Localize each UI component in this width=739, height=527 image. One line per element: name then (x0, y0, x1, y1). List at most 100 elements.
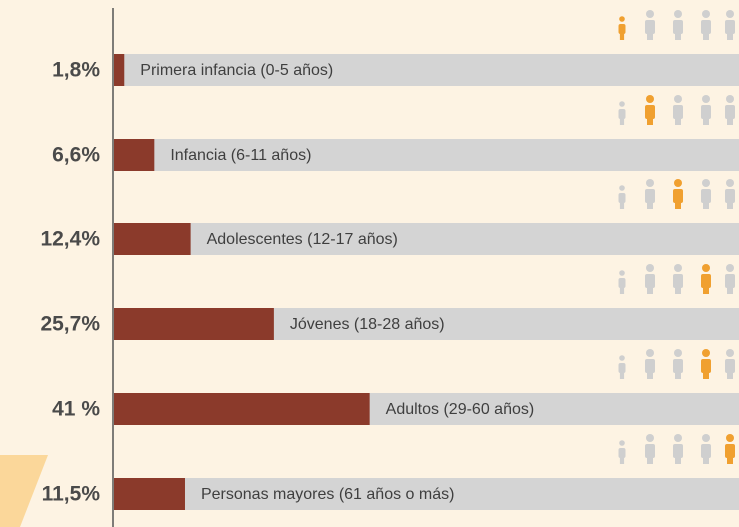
person-icon-head (619, 270, 625, 276)
person-icon-body (618, 193, 626, 203)
person-icon-legs (619, 201, 625, 209)
person-icon-body (725, 274, 735, 288)
person-icon-head (619, 101, 625, 107)
value-label: 25,7% (40, 313, 100, 336)
bar (114, 393, 370, 425)
person-icon-body (673, 105, 683, 119)
person-icon-body (673, 359, 683, 373)
person-icon-body (725, 20, 735, 34)
value-label: 12,4% (40, 228, 100, 251)
person-icon-head (674, 10, 682, 18)
person-icon-head (646, 434, 654, 442)
person-icon-body (701, 359, 711, 373)
person-icon-head (702, 95, 710, 103)
person-icon-legs (647, 371, 653, 379)
person-icon-head (702, 434, 710, 442)
person-icon-head (674, 264, 682, 272)
person-icon-legs (647, 286, 653, 294)
person-icon-body (725, 105, 735, 119)
person-icon-body (725, 359, 735, 373)
category-label: Primera infancia (0-5 años) (140, 62, 333, 79)
value-label: 11,5% (42, 483, 101, 506)
person-icon-head (726, 95, 734, 103)
person-icon-head (674, 349, 682, 357)
person-icon-legs (727, 456, 733, 464)
bar (114, 54, 125, 86)
person-icon-head (646, 10, 654, 18)
person-icon-head (726, 349, 734, 357)
person-icon-head (702, 349, 710, 357)
person-icon-body (645, 105, 655, 119)
person-icon-head (619, 440, 625, 446)
person-icon-body (673, 274, 683, 288)
person-icon-head (726, 264, 734, 272)
person-icon-head (619, 355, 625, 361)
person-icon-body (618, 109, 626, 119)
person-icon-legs (619, 456, 625, 464)
person-icon-body (701, 444, 711, 458)
person-icon-legs (647, 117, 653, 125)
person-icon-head (702, 264, 710, 272)
person-icon-body (645, 20, 655, 34)
category-label: Jóvenes (18-28 años) (290, 316, 445, 333)
person-icon-legs (703, 286, 709, 294)
person-icon-legs (727, 201, 733, 209)
category-label: Infancia (6-11 años) (170, 147, 311, 164)
value-label: 6,6% (52, 144, 100, 167)
category-label: Adolescentes (12-17 años) (207, 231, 398, 248)
person-icon-legs (675, 201, 681, 209)
person-icon-body (701, 274, 711, 288)
bar-background (114, 54, 739, 86)
decoration (0, 455, 48, 527)
person-icon-head (646, 349, 654, 357)
person-icon-body (618, 363, 626, 373)
person-icon-legs (619, 32, 625, 40)
category-label: Personas mayores (61 años o más) (201, 486, 454, 503)
value-label: 1,8% (52, 59, 100, 82)
person-icon-body (701, 20, 711, 34)
bar (114, 139, 155, 171)
person-icon-legs (619, 117, 625, 125)
person-icon-head (674, 179, 682, 187)
person-icon-legs (703, 32, 709, 40)
person-icon-body (645, 444, 655, 458)
person-icon-body (673, 444, 683, 458)
person-icon-legs (647, 456, 653, 464)
person-icon-head (702, 10, 710, 18)
person-icon-legs (675, 371, 681, 379)
bar (114, 308, 274, 340)
person-icon-head (674, 95, 682, 103)
person-icon-head (674, 434, 682, 442)
person-icon-head (726, 434, 734, 442)
person-icon-body (645, 274, 655, 288)
person-icon-legs (703, 371, 709, 379)
bar (114, 478, 185, 510)
person-icon-body (725, 444, 735, 458)
person-icon-head (726, 10, 734, 18)
person-icon-legs (675, 117, 681, 125)
person-icon-legs (675, 32, 681, 40)
person-icon-legs (727, 286, 733, 294)
person-icon-legs (727, 117, 733, 125)
person-icon-legs (619, 371, 625, 379)
person-icon-body (673, 189, 683, 203)
person-icon-body (725, 189, 735, 203)
person-icon-head (619, 185, 625, 191)
category-label: Adultos (29-60 años) (386, 401, 535, 418)
person-icon-legs (703, 201, 709, 209)
person-icon-legs (703, 456, 709, 464)
person-icon-legs (703, 117, 709, 125)
person-icon-legs (647, 32, 653, 40)
person-icon-legs (727, 371, 733, 379)
person-icon-legs (619, 286, 625, 294)
bar-background (114, 139, 739, 171)
person-icon-head (702, 179, 710, 187)
person-icon-body (701, 189, 711, 203)
bar-background (114, 478, 739, 510)
person-icon-head (619, 16, 625, 22)
person-icon-legs (675, 456, 681, 464)
person-icon-body (645, 359, 655, 373)
bar (114, 223, 191, 255)
person-icon-legs (675, 286, 681, 294)
